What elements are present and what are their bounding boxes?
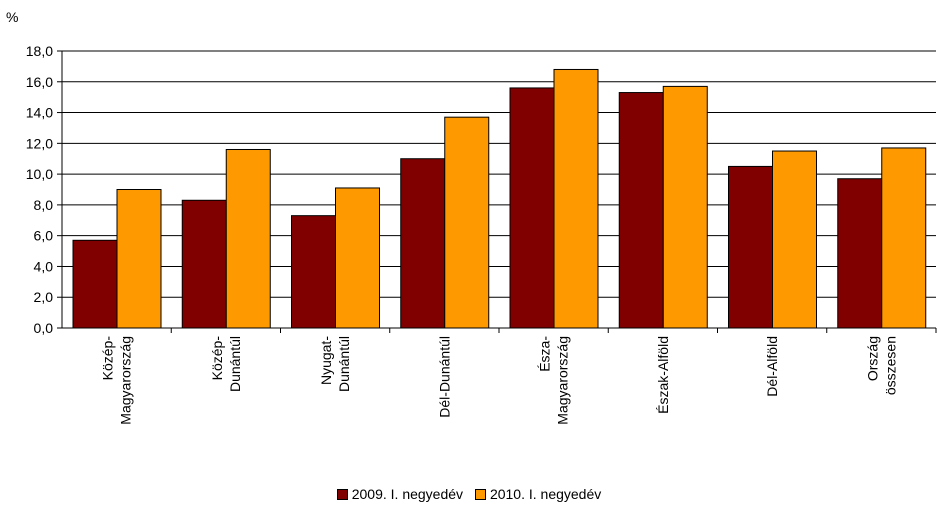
- category-label: Közép-: [209, 336, 225, 381]
- category-label: Dél-Dunántúl: [436, 336, 452, 418]
- y-tick-label: 0,0: [34, 320, 54, 336]
- bar-chart: % 0,0 2,0 4,0 6,0 8,0 10,0 12,0 14,0 16,0 18,0 Kö…: [6, 9, 937, 425]
- bar-2009-0: [72, 239, 118, 329]
- bar-2009-1: [181, 199, 227, 329]
- y-tick-label: 4,0: [34, 258, 54, 274]
- category-label: Dunántúl: [336, 336, 352, 392]
- y-axis-unit-label: %: [6, 9, 18, 25]
- y-tick-label: 18,0: [26, 43, 53, 59]
- bars: [72, 68, 927, 329]
- axes: [57, 50, 937, 333]
- category-label: összesen: [882, 336, 898, 395]
- category-label: Magyarország: [555, 336, 571, 425]
- y-tick-label: 2,0: [34, 289, 54, 305]
- y-tick-label: 12,0: [26, 135, 53, 151]
- bar-2010-7: [881, 147, 927, 329]
- category-label: Észak-Alföld: [655, 336, 671, 414]
- legend: 2009. I. negyedév 2010. I. negyedév: [0, 486, 938, 503]
- legend-label-2010: 2010. I. negyedév: [489, 486, 602, 502]
- bar-2009-3: [400, 158, 446, 329]
- legend-swatch-2010: [474, 488, 486, 500]
- bar-2010-2: [335, 187, 380, 329]
- category-label: Észa-: [537, 336, 553, 372]
- y-tick-label: 10,0: [26, 166, 53, 182]
- bar-2009-2: [291, 215, 336, 329]
- bar-2010-6: [772, 150, 817, 329]
- legend-label-2009: 2009. I. negyedév: [351, 486, 464, 502]
- category-labels: Közép- Magyarország Közép- Dunántúl Nyugat- D…: [100, 336, 899, 425]
- legend-item-2010: 2010. I. negyedév: [474, 486, 602, 502]
- category-label: Közép-: [100, 336, 116, 381]
- category-label: Ország: [864, 336, 880, 381]
- y-tick-labels: 0,0 2,0 4,0 6,0 8,0 10,0 12,0 14,0 16,0 18,0: [26, 43, 53, 336]
- bar-2010-5: [662, 85, 708, 329]
- y-tick-label: 8,0: [34, 197, 54, 213]
- bar-2010-3: [444, 116, 490, 329]
- y-tick-label: 6,0: [34, 228, 54, 244]
- bar-2010-0: [116, 189, 162, 329]
- legend-item-2009: 2009. I. negyedév: [336, 486, 464, 502]
- category-label: Magyarország: [118, 336, 134, 425]
- category-label: Dunántúl: [227, 336, 243, 392]
- bar-2009-6: [728, 165, 773, 329]
- bar-2009-7: [837, 178, 883, 329]
- bar-2010-1: [225, 148, 271, 329]
- bar-2009-5: [618, 92, 664, 329]
- category-label: Dél-Alföld: [764, 336, 780, 397]
- category-label: Nyugat-: [318, 336, 334, 385]
- bar-2010-4: [553, 68, 599, 329]
- legend-swatch-2009: [336, 488, 348, 500]
- y-tick-label: 16,0: [26, 74, 53, 90]
- bar-2009-4: [509, 87, 555, 329]
- y-tick-label: 14,0: [26, 105, 53, 121]
